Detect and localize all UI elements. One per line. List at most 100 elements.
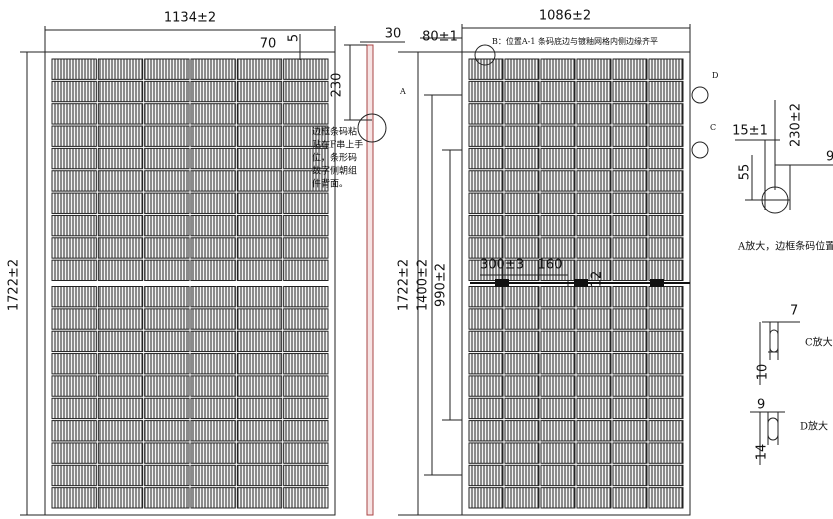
cell [97, 237, 144, 259]
cell [236, 487, 283, 509]
cell [283, 375, 329, 397]
cell [236, 308, 283, 330]
cell [540, 80, 576, 103]
cell [648, 286, 684, 308]
cell [283, 442, 329, 464]
cell [576, 487, 612, 509]
cell [468, 58, 504, 80]
cell [190, 442, 236, 464]
cell [51, 330, 97, 353]
cell [236, 375, 283, 397]
cell [540, 286, 576, 308]
cell [283, 80, 329, 103]
cell [283, 487, 329, 509]
cell [576, 237, 612, 259]
dim: 1722±2 [397, 259, 412, 311]
dimension-lines [398, 24, 691, 516]
cell [540, 420, 576, 442]
cell [576, 192, 612, 214]
cell [236, 286, 283, 308]
cell [612, 192, 648, 214]
cell [468, 464, 504, 487]
detail-circle [691, 86, 709, 104]
dim: 300±3 [480, 258, 524, 273]
cell [612, 464, 648, 487]
cell [540, 103, 576, 125]
cell [540, 330, 576, 353]
cell [97, 487, 144, 509]
cell [504, 103, 540, 125]
cell [283, 308, 329, 330]
note-line: 位，条形码 [312, 152, 357, 164]
cell [144, 80, 190, 103]
dim: 55 [738, 164, 753, 181]
note-line: 边框条码粘 [312, 126, 357, 138]
dim: 7 [790, 304, 798, 319]
dim: 230 [330, 73, 345, 98]
cell [504, 125, 540, 147]
cell [576, 259, 612, 281]
slot [767, 417, 779, 441]
cell [144, 464, 190, 487]
cell [190, 237, 236, 259]
caption: C放大 [805, 336, 833, 349]
cell [51, 237, 97, 259]
cell [576, 464, 612, 487]
cell [97, 420, 144, 442]
cell [576, 286, 612, 308]
detail-circle [474, 44, 496, 66]
cell [612, 375, 648, 397]
cell [51, 192, 97, 214]
cell [648, 353, 684, 375]
cell [97, 464, 144, 487]
cell [612, 58, 648, 80]
cell [612, 286, 648, 308]
cell [612, 487, 648, 509]
cell [468, 103, 504, 125]
cell [576, 353, 612, 375]
cell [283, 125, 329, 147]
cell [540, 464, 576, 487]
detail-circle [691, 141, 709, 159]
cell [283, 330, 329, 353]
cell [283, 420, 329, 442]
cell [576, 103, 612, 125]
cell [540, 397, 576, 420]
cell [468, 375, 504, 397]
cell [144, 420, 190, 442]
dim: 1722±2 [7, 259, 22, 311]
cell [576, 375, 612, 397]
cell [283, 464, 329, 487]
cell [540, 214, 576, 237]
cell [468, 308, 504, 330]
cell [540, 353, 576, 375]
cell [236, 192, 283, 214]
cell [576, 170, 612, 192]
cell [504, 420, 540, 442]
cell [51, 308, 97, 330]
cell [283, 259, 329, 281]
cell [504, 330, 540, 353]
cell [612, 353, 648, 375]
cell [190, 487, 236, 509]
cell [144, 192, 190, 214]
cell [190, 192, 236, 214]
cell [283, 58, 329, 80]
cell [144, 259, 190, 281]
cell [97, 103, 144, 125]
cell [51, 214, 97, 237]
cell [612, 125, 648, 147]
cell [504, 442, 540, 464]
cell [236, 214, 283, 237]
cell [236, 147, 283, 170]
cell [612, 330, 648, 353]
connector [650, 279, 664, 287]
connector [495, 279, 509, 287]
cell [97, 192, 144, 214]
cell [504, 58, 540, 80]
cell [648, 125, 684, 147]
dim: 1086±2 [539, 9, 591, 24]
cell [576, 214, 612, 237]
cell [540, 147, 576, 170]
